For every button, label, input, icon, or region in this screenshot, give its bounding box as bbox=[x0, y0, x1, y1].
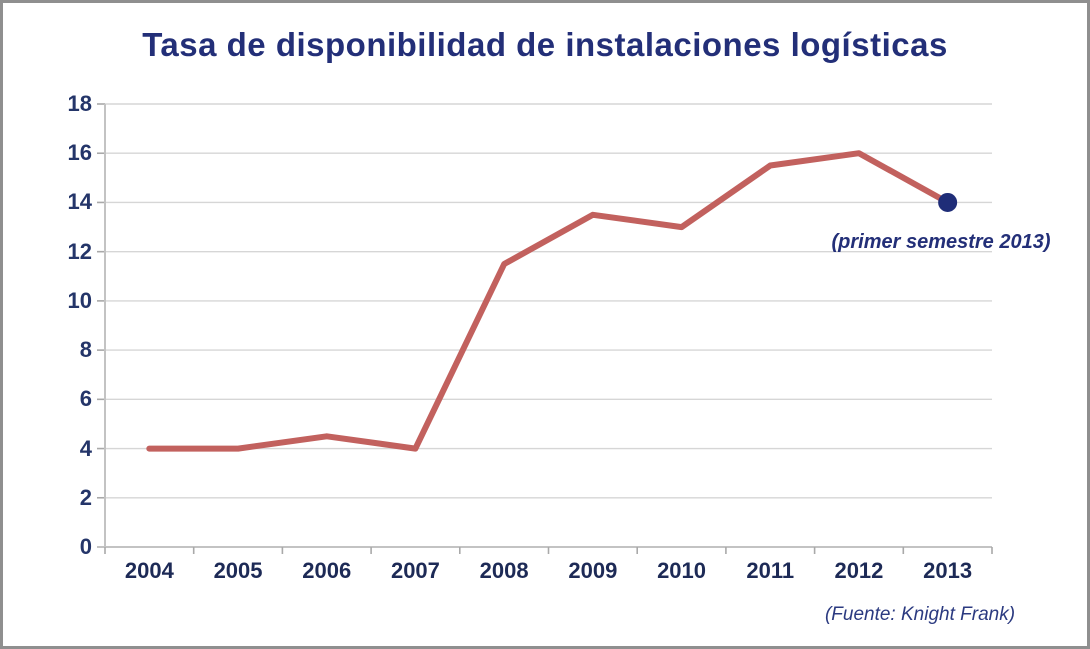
y-tick-label: 16 bbox=[67, 140, 92, 166]
x-tick-label: 2008 bbox=[479, 558, 529, 583]
source-note: (Fuente: Knight Frank) bbox=[824, 604, 1016, 625]
x-tick-label: 2012 bbox=[834, 558, 884, 583]
x-tick-label: 2004 bbox=[124, 558, 174, 583]
y-tick-label: 18 bbox=[67, 91, 92, 116]
x-tick-label: 2005 bbox=[213, 558, 263, 583]
x-tick-label: 2009 bbox=[568, 558, 618, 583]
x-tick-label: 2006 bbox=[302, 558, 352, 583]
y-tick-label: 12 bbox=[67, 238, 92, 264]
y-tick-label: 0 bbox=[79, 534, 92, 559]
last-point-marker bbox=[938, 192, 958, 212]
y-tick-label: 2 bbox=[79, 484, 92, 510]
annotation-primer-semestre: (primer semestre 2013) bbox=[831, 231, 1051, 253]
chart-title: Tasa de disponibilidad de instalaciones … bbox=[142, 26, 948, 63]
y-tick-label: 4 bbox=[79, 435, 92, 461]
x-tick-label: 2010 bbox=[657, 558, 707, 583]
x-tick-label: 2007 bbox=[390, 558, 440, 583]
x-tick-label: 2011 bbox=[746, 558, 795, 583]
x-tick-label: 2013 bbox=[923, 558, 973, 583]
availability-rate-line bbox=[146, 150, 951, 452]
y-tick-label: 10 bbox=[67, 287, 92, 313]
y-tick-label: 6 bbox=[79, 386, 92, 412]
y-tick-label: 8 bbox=[79, 337, 92, 363]
y-tick-label: 14 bbox=[67, 189, 92, 215]
